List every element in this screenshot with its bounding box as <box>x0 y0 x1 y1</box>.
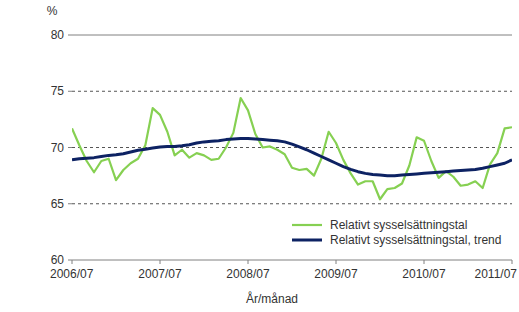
x-axis-label: År/månad <box>246 291 298 306</box>
legend-label: Relativt sysselsättningstal <box>330 218 467 232</box>
x-tick-label: 2009/07 <box>314 267 358 281</box>
x-tick <box>512 260 513 264</box>
x-tick-label: 2011/07 <box>475 267 518 281</box>
x-tick <box>72 260 73 264</box>
series-line <box>72 139 512 176</box>
x-tick-label: 2010/07 <box>402 267 446 281</box>
grid-line <box>72 147 512 148</box>
chart: 60 65 70 75 80% 2006/07 2007/07 2008/07 2009/07 2… <box>0 0 519 312</box>
x-tick <box>336 260 337 264</box>
y-tick <box>68 91 72 92</box>
y-axis-label: % <box>47 4 58 18</box>
y-tick-label: 60 <box>51 253 65 267</box>
y-tick-label: 80 <box>51 28 65 42</box>
plot-area <box>72 98 512 199</box>
y-tick <box>68 203 72 204</box>
legend: Relativt sysselsättningstalRelativt syss… <box>292 218 501 247</box>
y-tick-label: 65 <box>51 197 65 211</box>
grid-line <box>72 203 512 204</box>
y-tick-label: 75 <box>51 84 65 98</box>
legend-swatch <box>292 224 322 226</box>
y-tick <box>68 147 72 148</box>
x-tick <box>160 260 161 264</box>
x-tick-label: 2006/07 <box>50 267 94 281</box>
grid-line <box>72 91 512 92</box>
x-tick-label: 2008/07 <box>226 267 270 281</box>
x-tick <box>424 260 425 264</box>
y-tick <box>68 260 72 261</box>
series-line <box>72 98 512 199</box>
y-tick-label: 70 <box>51 141 65 155</box>
legend-label: Relativt sysselsättningstal, trend <box>330 233 501 247</box>
x-tick-label: 2007/07 <box>138 267 182 281</box>
x-tick <box>248 260 249 264</box>
axis-top <box>72 35 512 36</box>
axis-bottom <box>72 260 512 261</box>
legend-swatch <box>292 239 322 242</box>
y-tick <box>68 35 72 36</box>
